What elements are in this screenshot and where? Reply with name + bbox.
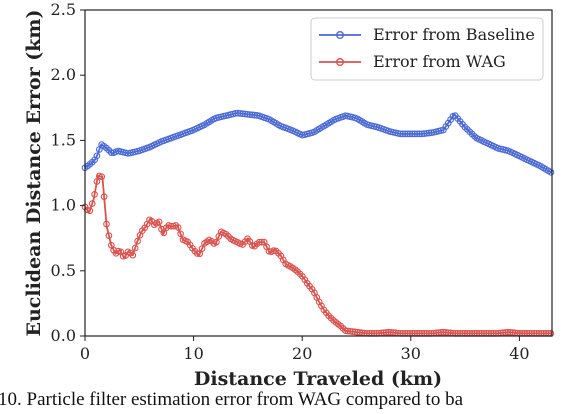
data-point	[232, 110, 239, 117]
y-tick-label: 0.5	[51, 261, 76, 280]
y-axis-ticks: 0.0 0.5 1.0 1.5 2.0 2.5	[51, 0, 85, 345]
y-tick-label: 0.0	[51, 326, 76, 345]
data-point	[356, 329, 364, 336]
data-point	[354, 328, 361, 336]
data-point	[401, 130, 409, 138]
line-chart: 0 10 20 30 40 0.0 0.5 1.0 1.5 2.0 2.5 Distance Tr…	[23, 0, 555, 388]
data-point	[404, 130, 411, 138]
plot-area-frame	[84, 9, 553, 337]
legend-box	[310, 17, 544, 81]
data-point	[124, 149, 132, 157]
data-point	[134, 237, 141, 245]
data-point	[420, 130, 428, 137]
data-point	[241, 110, 249, 118]
data-point	[349, 328, 356, 335]
data-point	[504, 328, 512, 336]
series-layer	[81, 109, 555, 337]
data-point	[107, 149, 115, 156]
series-0	[81, 109, 555, 176]
data-point	[547, 168, 555, 176]
data-point	[88, 200, 96, 207]
data-point	[213, 238, 220, 246]
data-point	[105, 232, 113, 239]
data-point	[131, 244, 139, 252]
x-tick-label: 0	[80, 344, 90, 363]
data-point	[411, 130, 419, 138]
x-tick-label: 20	[292, 344, 312, 363]
data-point	[382, 329, 390, 336]
data-point	[399, 130, 407, 138]
legend-label-wag: Error from WAG	[373, 52, 506, 71]
data-point	[198, 245, 206, 252]
data-point	[129, 251, 137, 259]
y-tick-label: 1.5	[51, 130, 76, 149]
y-tick-label: 2.5	[51, 0, 76, 19]
y-tick-label: 2.0	[51, 65, 76, 84]
data-point	[440, 328, 447, 336]
data-point	[502, 329, 509, 336]
data-point	[344, 327, 352, 335]
legend-label-baseline: Error from Baseline	[373, 25, 535, 44]
data-point	[248, 111, 256, 119]
data-point	[351, 328, 359, 336]
data-point	[177, 230, 184, 238]
data-point	[442, 329, 450, 336]
data-point	[246, 111, 254, 118]
data-point	[416, 130, 423, 138]
data-point	[155, 218, 163, 226]
data-point	[397, 130, 404, 138]
data-point	[193, 250, 201, 257]
data-point	[244, 110, 251, 118]
data-point	[251, 111, 258, 119]
data-point	[258, 238, 266, 246]
data-point	[265, 247, 273, 255]
data-point	[437, 329, 445, 336]
data-point	[408, 130, 416, 138]
data-point	[423, 129, 431, 137]
data-point	[239, 110, 247, 118]
y-tick-label: 1.0	[51, 196, 76, 215]
data-point	[506, 328, 514, 336]
series-1	[81, 172, 555, 337]
series-line	[84, 174, 552, 335]
data-point	[418, 130, 426, 138]
data-point	[413, 130, 421, 138]
data-point	[93, 152, 101, 160]
y-axis-label: Euclidean Distance Error (km)	[23, 9, 45, 336]
data-point	[236, 110, 244, 117]
data-point	[425, 129, 433, 137]
x-axis-ticks: 0 10 20 30 40	[80, 336, 530, 363]
x-tick-label: 40	[509, 344, 529, 363]
data-point	[385, 328, 392, 336]
data-point	[167, 222, 175, 230]
x-tick-label: 30	[401, 344, 421, 363]
data-point	[346, 327, 354, 335]
legend: Error from Baseline Error from WAG	[310, 17, 544, 81]
data-point	[342, 327, 349, 334]
data-point	[100, 193, 108, 201]
data-point	[174, 224, 182, 231]
legend-marker-wag	[336, 58, 345, 67]
figure-caption: 10. Particle filter estimation error fro…	[0, 389, 463, 410]
data-point	[234, 109, 242, 117]
x-axis-label: Distance Traveled (km)	[194, 368, 442, 388]
legend-marker-baseline	[336, 31, 345, 40]
data-point	[103, 220, 110, 228]
data-point	[256, 238, 263, 246]
data-point	[93, 178, 101, 185]
data-point	[387, 328, 395, 336]
data-point	[98, 173, 106, 181]
data-point	[86, 207, 94, 215]
data-point	[342, 112, 349, 120]
x-tick-label: 10	[183, 344, 203, 363]
data-point	[406, 130, 414, 138]
data-point	[428, 129, 435, 137]
data-point	[91, 191, 98, 198]
